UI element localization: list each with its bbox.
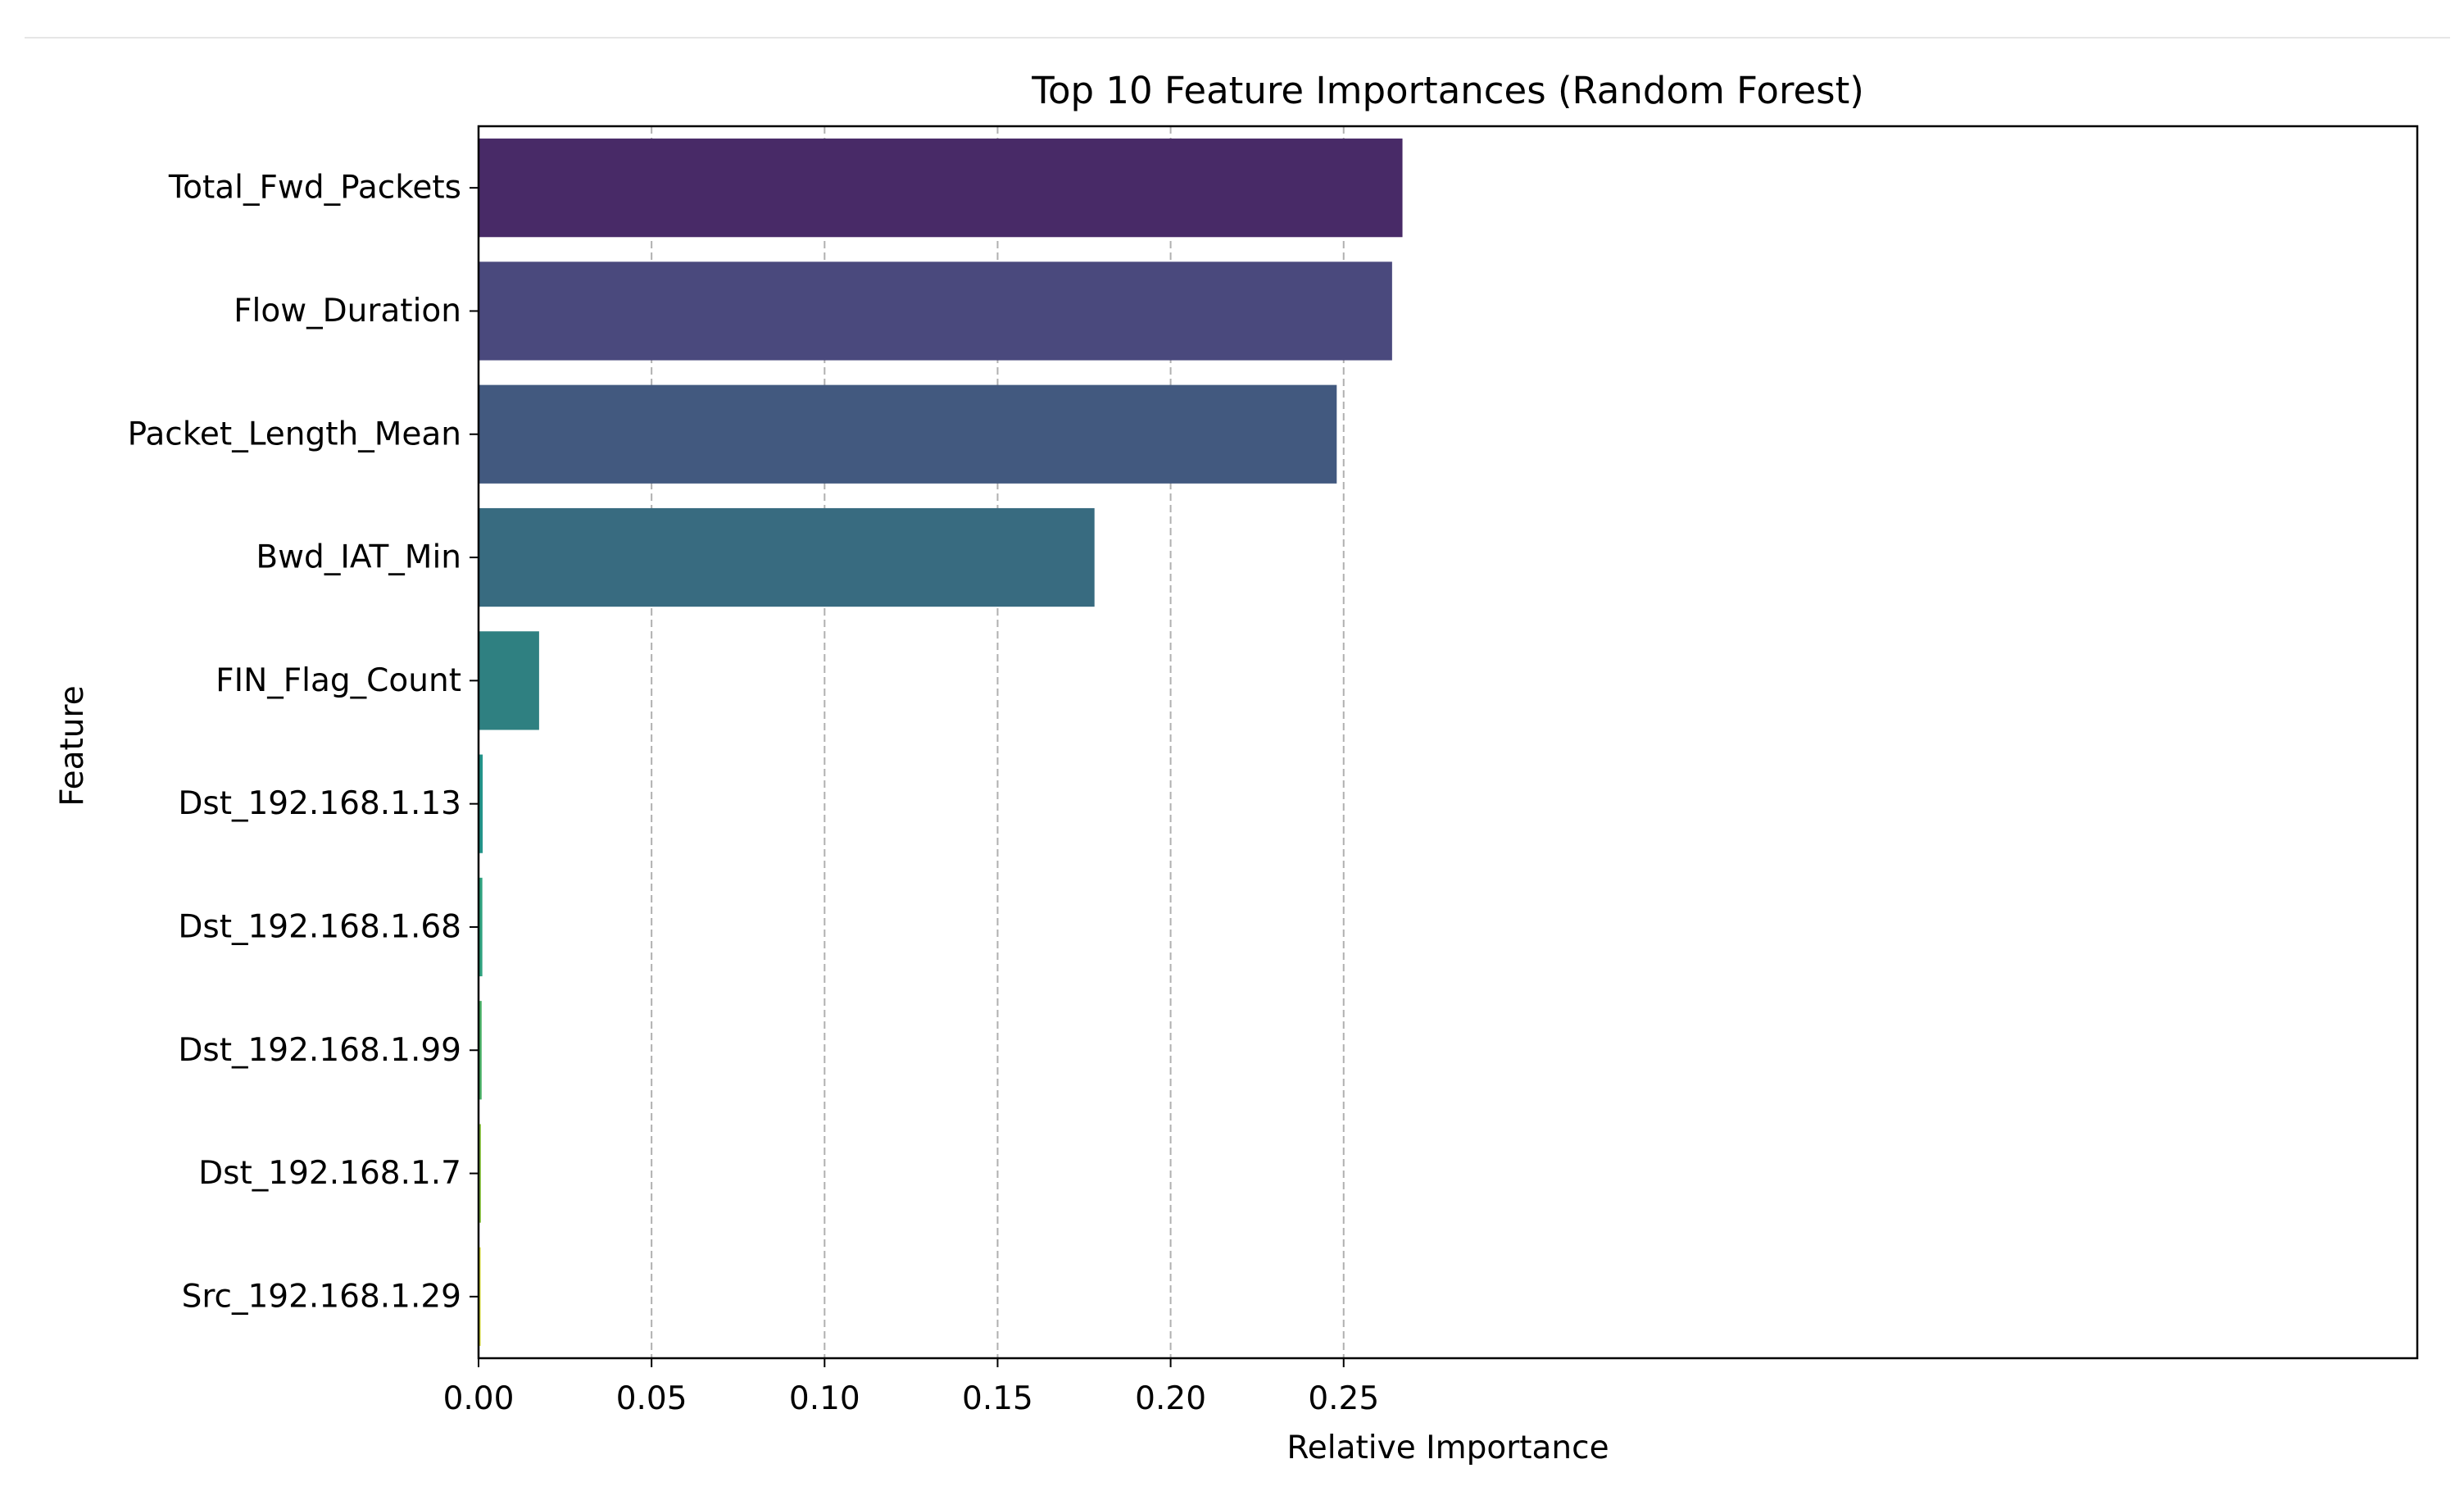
x-tick-label: 0.20 xyxy=(1135,1380,1206,1417)
bar xyxy=(479,507,1095,607)
y-tick-label: Dst_192.168.1.68 xyxy=(178,908,461,945)
bars xyxy=(479,139,1403,1346)
y-tick-label: Total_Fwd_Packets xyxy=(168,170,461,207)
bar xyxy=(479,261,1392,361)
y-tick-label: FIN_Flag_Count xyxy=(216,662,461,699)
top-divider xyxy=(25,37,2450,39)
y-tick-label: Bwd_IAT_Min xyxy=(256,539,461,576)
bar xyxy=(479,384,1337,484)
x-tick-label: 0.05 xyxy=(616,1380,687,1417)
gridlines xyxy=(651,126,1345,1358)
bar xyxy=(479,877,483,977)
chart-title: Top 10 Feature Importances (Random Fores… xyxy=(1031,69,1864,112)
bar xyxy=(479,139,1403,238)
x-axis-ticks: 0.00 0.05 0.10 0.15 0.20 0.25 xyxy=(443,1358,1379,1417)
y-tick-label: Src_192.168.1.29 xyxy=(182,1278,461,1315)
x-tick-label: 0.15 xyxy=(962,1380,1033,1417)
x-tick-label: 0.25 xyxy=(1308,1380,1379,1417)
plot-frame xyxy=(477,125,2419,1360)
x-tick-label: 0.00 xyxy=(443,1380,515,1417)
y-axis-ticks: Total_Fwd_Packets Flow_Duration Packet_Len… xyxy=(128,170,479,1315)
bar xyxy=(479,1124,481,1223)
y-tick-label: Dst_192.168.1.99 xyxy=(178,1032,461,1069)
bar xyxy=(479,1001,482,1100)
y-axis-label: Feature xyxy=(54,685,91,806)
bar xyxy=(479,754,483,853)
y-tick-label: Flow_Duration xyxy=(234,293,461,330)
x-axis-label: Relative Importance xyxy=(1286,1430,1609,1466)
bar xyxy=(479,631,539,730)
y-tick-label: Packet_Length_Mean xyxy=(128,416,461,452)
y-tick-label: Dst_192.168.1.7 xyxy=(198,1155,461,1192)
x-tick-label: 0.10 xyxy=(789,1380,860,1417)
bar xyxy=(479,1247,481,1346)
y-tick-label: Dst_192.168.1.13 xyxy=(178,785,461,822)
